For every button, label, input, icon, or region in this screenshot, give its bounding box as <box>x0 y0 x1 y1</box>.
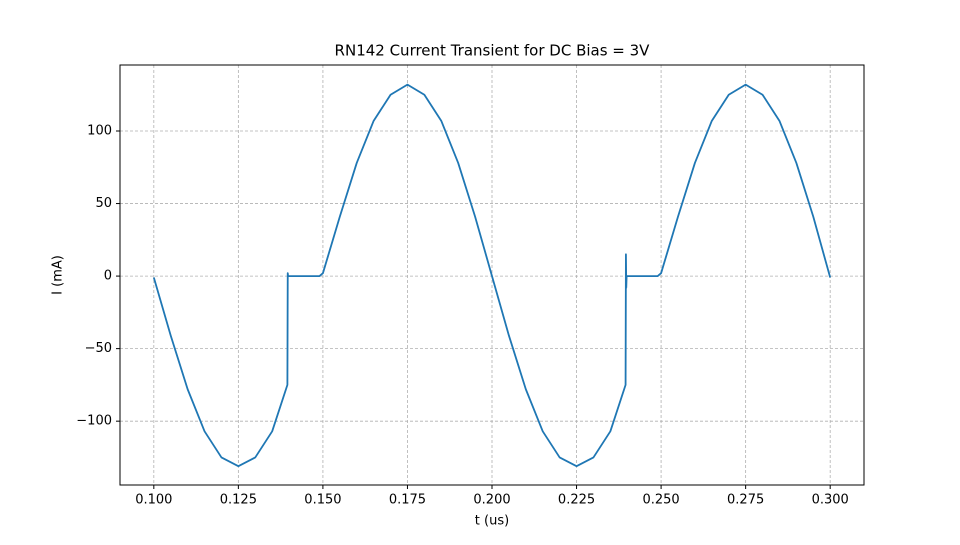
plot-frame <box>119 64 865 486</box>
x-tick-label: 0.125 <box>220 493 257 508</box>
x-tick-label: 0.175 <box>389 493 426 508</box>
y-tick-label: −100 <box>76 414 112 429</box>
y-tick-label: −50 <box>85 341 112 356</box>
x-tick-label: 0.275 <box>727 493 764 508</box>
x-tick-label: 0.100 <box>135 493 172 508</box>
data-line <box>152 83 832 468</box>
x-tick-label: 0.150 <box>304 493 341 508</box>
chart-title: RN142 Current Transient for DC Bias = 3V <box>335 42 651 60</box>
y-axis-label: I (mA) <box>51 255 66 295</box>
x-tick-label: 0.225 <box>558 493 595 508</box>
y-tick-label: 100 <box>87 124 112 139</box>
x-tick-label: 0.200 <box>473 493 510 508</box>
x-axis-label: t (us) <box>475 514 509 529</box>
y-tick-label: 50 <box>95 196 112 211</box>
x-tick-label: 0.300 <box>812 493 849 508</box>
x-tick-label: 0.250 <box>642 493 679 508</box>
y-tick-label: 0 <box>104 269 112 284</box>
